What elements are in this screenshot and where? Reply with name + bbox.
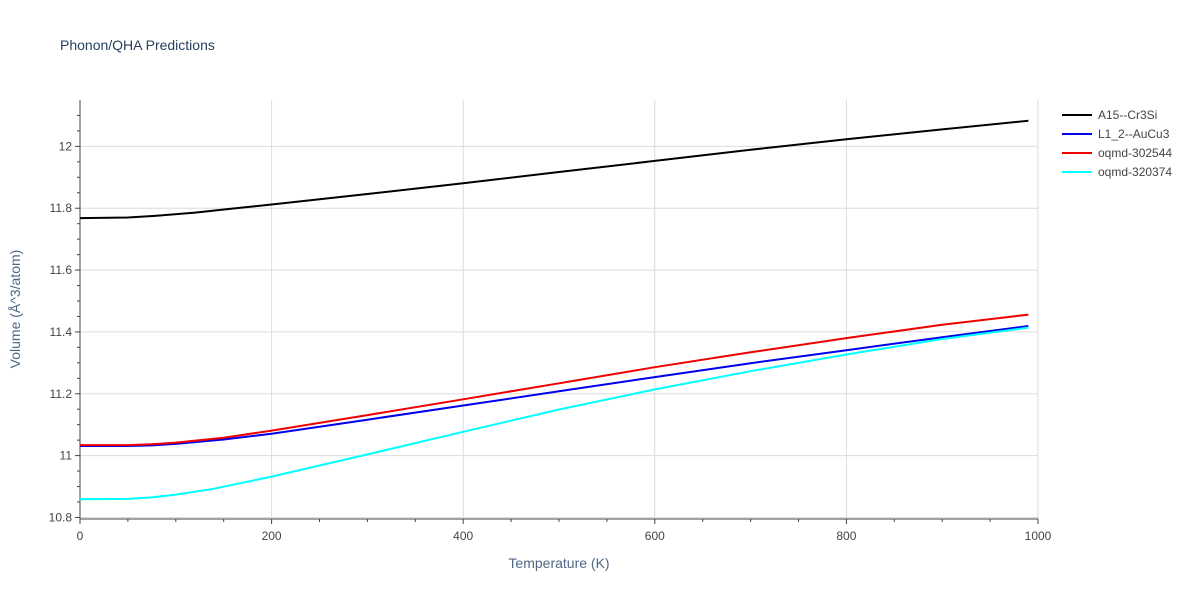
y-tick-label: 10.8 <box>49 510 73 524</box>
legend-label: L1_2--AuCu3 <box>1098 127 1170 141</box>
y-tick-label: 12 <box>59 139 73 153</box>
legend-item[interactable]: oqmd-320374 <box>1062 165 1172 179</box>
x-tick-label: 200 <box>262 529 282 543</box>
legend-item[interactable]: A15--Cr3Si <box>1062 108 1157 122</box>
legend-item[interactable]: oqmd-302544 <box>1062 146 1172 160</box>
y-tick-label: 11.2 <box>50 387 73 401</box>
y-axis-title: Volume (Å^3/atom) <box>7 250 23 369</box>
series-line-3 <box>79 326 1029 501</box>
x-gridlines <box>271 100 1039 519</box>
series-line-2 <box>80 313 1029 447</box>
x-tick-label: 600 <box>645 529 665 543</box>
x-axis-title: Temperature (K) <box>508 555 609 571</box>
x-tick-label: 0 <box>77 529 84 543</box>
y-tick-label: 11.6 <box>50 263 73 277</box>
legend: A15--Cr3Si L1_2--AuCu3 oqmd-302544 oqmd-320… <box>1062 108 1172 179</box>
y-tick-labels: 10.8 11 11.2 11.4 11.6 11.8 12 <box>49 139 73 524</box>
chart-title: Phonon/QHA Predictions <box>60 37 215 53</box>
y-tick-label: 11.8 <box>50 201 73 215</box>
series-line-1 <box>80 325 1029 447</box>
x-tick-label: 800 <box>836 529 856 543</box>
x-tick-labels: 0 200 400 600 800 1000 <box>77 529 1052 543</box>
legend-item[interactable]: L1_2--AuCu3 <box>1062 127 1170 141</box>
legend-label: A15--Cr3Si <box>1098 108 1157 122</box>
axes <box>75 100 1039 524</box>
legend-label: oqmd-320374 <box>1098 165 1172 179</box>
y-tick-label: 11.4 <box>50 325 73 339</box>
legend-label: oqmd-302544 <box>1098 146 1172 160</box>
x-tick-label: 400 <box>453 529 473 543</box>
y-tick-label: 11 <box>60 449 73 463</box>
x-tick-label: 1000 <box>1025 529 1052 543</box>
series-line-0 <box>79 119 1029 220</box>
series-lines <box>79 119 1029 501</box>
